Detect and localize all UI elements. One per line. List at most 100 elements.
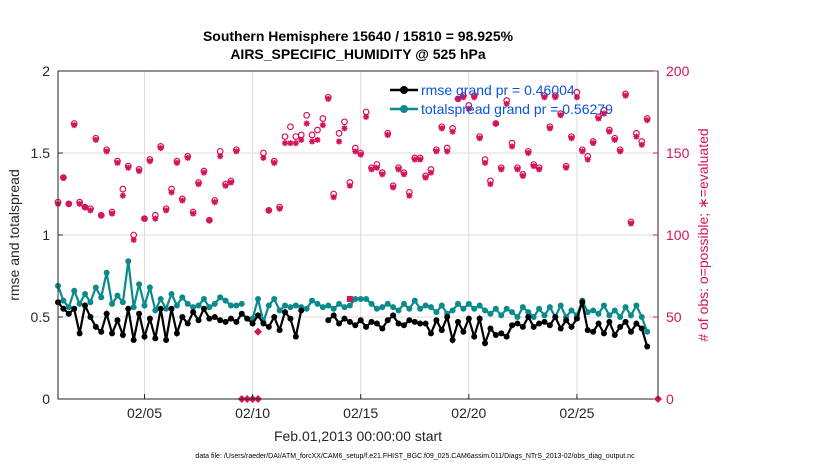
obs-evaluated-point — [492, 120, 499, 127]
totalspread-point — [411, 297, 418, 304]
rmse-point — [200, 305, 207, 312]
obs-evaluated-point — [352, 148, 359, 155]
obs-evaluated-point — [384, 131, 391, 138]
obs-evaluated-point — [563, 164, 570, 171]
rmse-line — [57, 301, 303, 341]
rmse-point — [76, 330, 83, 337]
rmse-point — [98, 328, 105, 335]
obs-evaluated-point — [638, 141, 645, 148]
obs-evaluated-point — [455, 95, 461, 102]
obs-evaluated-point — [509, 143, 516, 150]
rmse-point — [136, 310, 143, 317]
rmse-point — [190, 309, 197, 316]
y-axis-label: rmse and totalspread — [6, 169, 22, 301]
obs-evaluated-point — [206, 217, 213, 224]
obs-evaluated-point — [536, 166, 543, 173]
totalspread-point — [460, 305, 467, 312]
totalspread-point — [644, 328, 651, 335]
rmse-point — [471, 333, 478, 340]
obs-evaluated-point — [449, 128, 456, 135]
obs-evaluated-point — [76, 200, 83, 207]
totalspread-point — [455, 300, 461, 307]
rmse-point — [341, 315, 348, 322]
rmse-point — [444, 314, 451, 320]
rmse-point — [109, 330, 116, 337]
totalspread-point — [525, 309, 532, 316]
obs-evaluated-point — [579, 148, 586, 155]
rmse-point — [336, 320, 343, 327]
rmse-point — [119, 332, 126, 339]
data-file-footer: data file: /Users/raeder/DAI/ATM_forcXX/… — [195, 453, 635, 460]
rmse-point — [600, 330, 607, 337]
obs-evaluated-point — [292, 140, 299, 147]
rmse-point — [130, 336, 137, 343]
obs-evaluated-point — [341, 125, 348, 132]
rmse-point — [568, 323, 575, 330]
obs-evaluated-point — [287, 140, 294, 147]
obs-evaluated-point — [260, 154, 267, 161]
obs-evaluated-point — [584, 156, 591, 163]
x-axis-ticks: 02/05 02/10 02/15 02/20 02/25 — [127, 394, 595, 421]
totalspread-point — [568, 307, 575, 314]
rmse-point — [60, 305, 67, 312]
totalspread-point — [303, 305, 310, 312]
obs-evaluated-point — [330, 194, 337, 201]
rmse-point — [287, 315, 294, 322]
obs-evaluated-point — [487, 181, 494, 188]
obs-evaluated-point — [179, 197, 186, 204]
obs-evaluated-point — [136, 168, 143, 175]
obs-evaluated-point — [400, 171, 407, 178]
rmse-point — [579, 299, 586, 306]
totalspread-point — [217, 294, 224, 301]
obs-evaluated-point — [417, 156, 424, 163]
totalspread-point — [422, 302, 429, 309]
rmse-point — [325, 317, 332, 324]
totalspread-point — [195, 302, 202, 309]
obs-evaluated-point — [157, 145, 164, 152]
totalspread-point — [379, 304, 386, 311]
rmse-point — [184, 320, 191, 327]
y2-tick-label: 50 — [666, 309, 682, 325]
y-tick-label: 2 — [42, 63, 50, 79]
x-tick-label: 02/15 — [343, 405, 378, 421]
totalspread-point — [514, 314, 521, 320]
totalspread-point — [617, 314, 624, 320]
obs-evaluated-point — [465, 105, 472, 112]
y2-tick-label: 0 — [666, 391, 674, 407]
obs-evaluated-point — [271, 159, 278, 166]
rmse-point — [249, 320, 256, 327]
rmse-point — [346, 318, 353, 325]
totalspread-point — [309, 297, 316, 304]
totalspread-point — [92, 284, 99, 291]
obs-evaluated-point — [422, 174, 429, 181]
rmse-point — [590, 328, 597, 335]
totalspread-point — [611, 307, 618, 314]
totalspread-point — [476, 302, 483, 309]
obs-evaluated-point — [346, 182, 353, 189]
totalspread-point — [119, 299, 126, 306]
totalspread-point — [600, 302, 607, 309]
obs-evaluated-point — [530, 163, 537, 170]
rmse-point — [292, 333, 299, 340]
obs-evaluated-point — [590, 140, 597, 147]
totalspread-point — [530, 314, 537, 320]
totalspread-point — [157, 295, 164, 302]
y-tick-label: 1 — [42, 227, 50, 243]
obs-possible-point — [314, 126, 321, 134]
rmse-point — [255, 312, 261, 319]
totalspread-point — [282, 302, 289, 309]
rmse-point — [546, 322, 553, 329]
totalspread-point — [487, 310, 494, 317]
legend-rmse-marker — [400, 86, 408, 94]
obs-evaluated-point — [476, 135, 483, 142]
obs-evaluated-point — [368, 166, 375, 173]
totalspread-point — [584, 309, 591, 316]
obs-evaluated-point — [617, 148, 624, 155]
rmse-point — [157, 305, 164, 312]
totalspread-point — [400, 300, 407, 307]
obs-evaluated-point — [611, 136, 618, 143]
obs-evaluated-point — [444, 148, 451, 155]
rmse-point — [227, 315, 234, 322]
obs-evaluated-point — [503, 100, 510, 107]
obs-evaluated-point — [438, 125, 445, 132]
